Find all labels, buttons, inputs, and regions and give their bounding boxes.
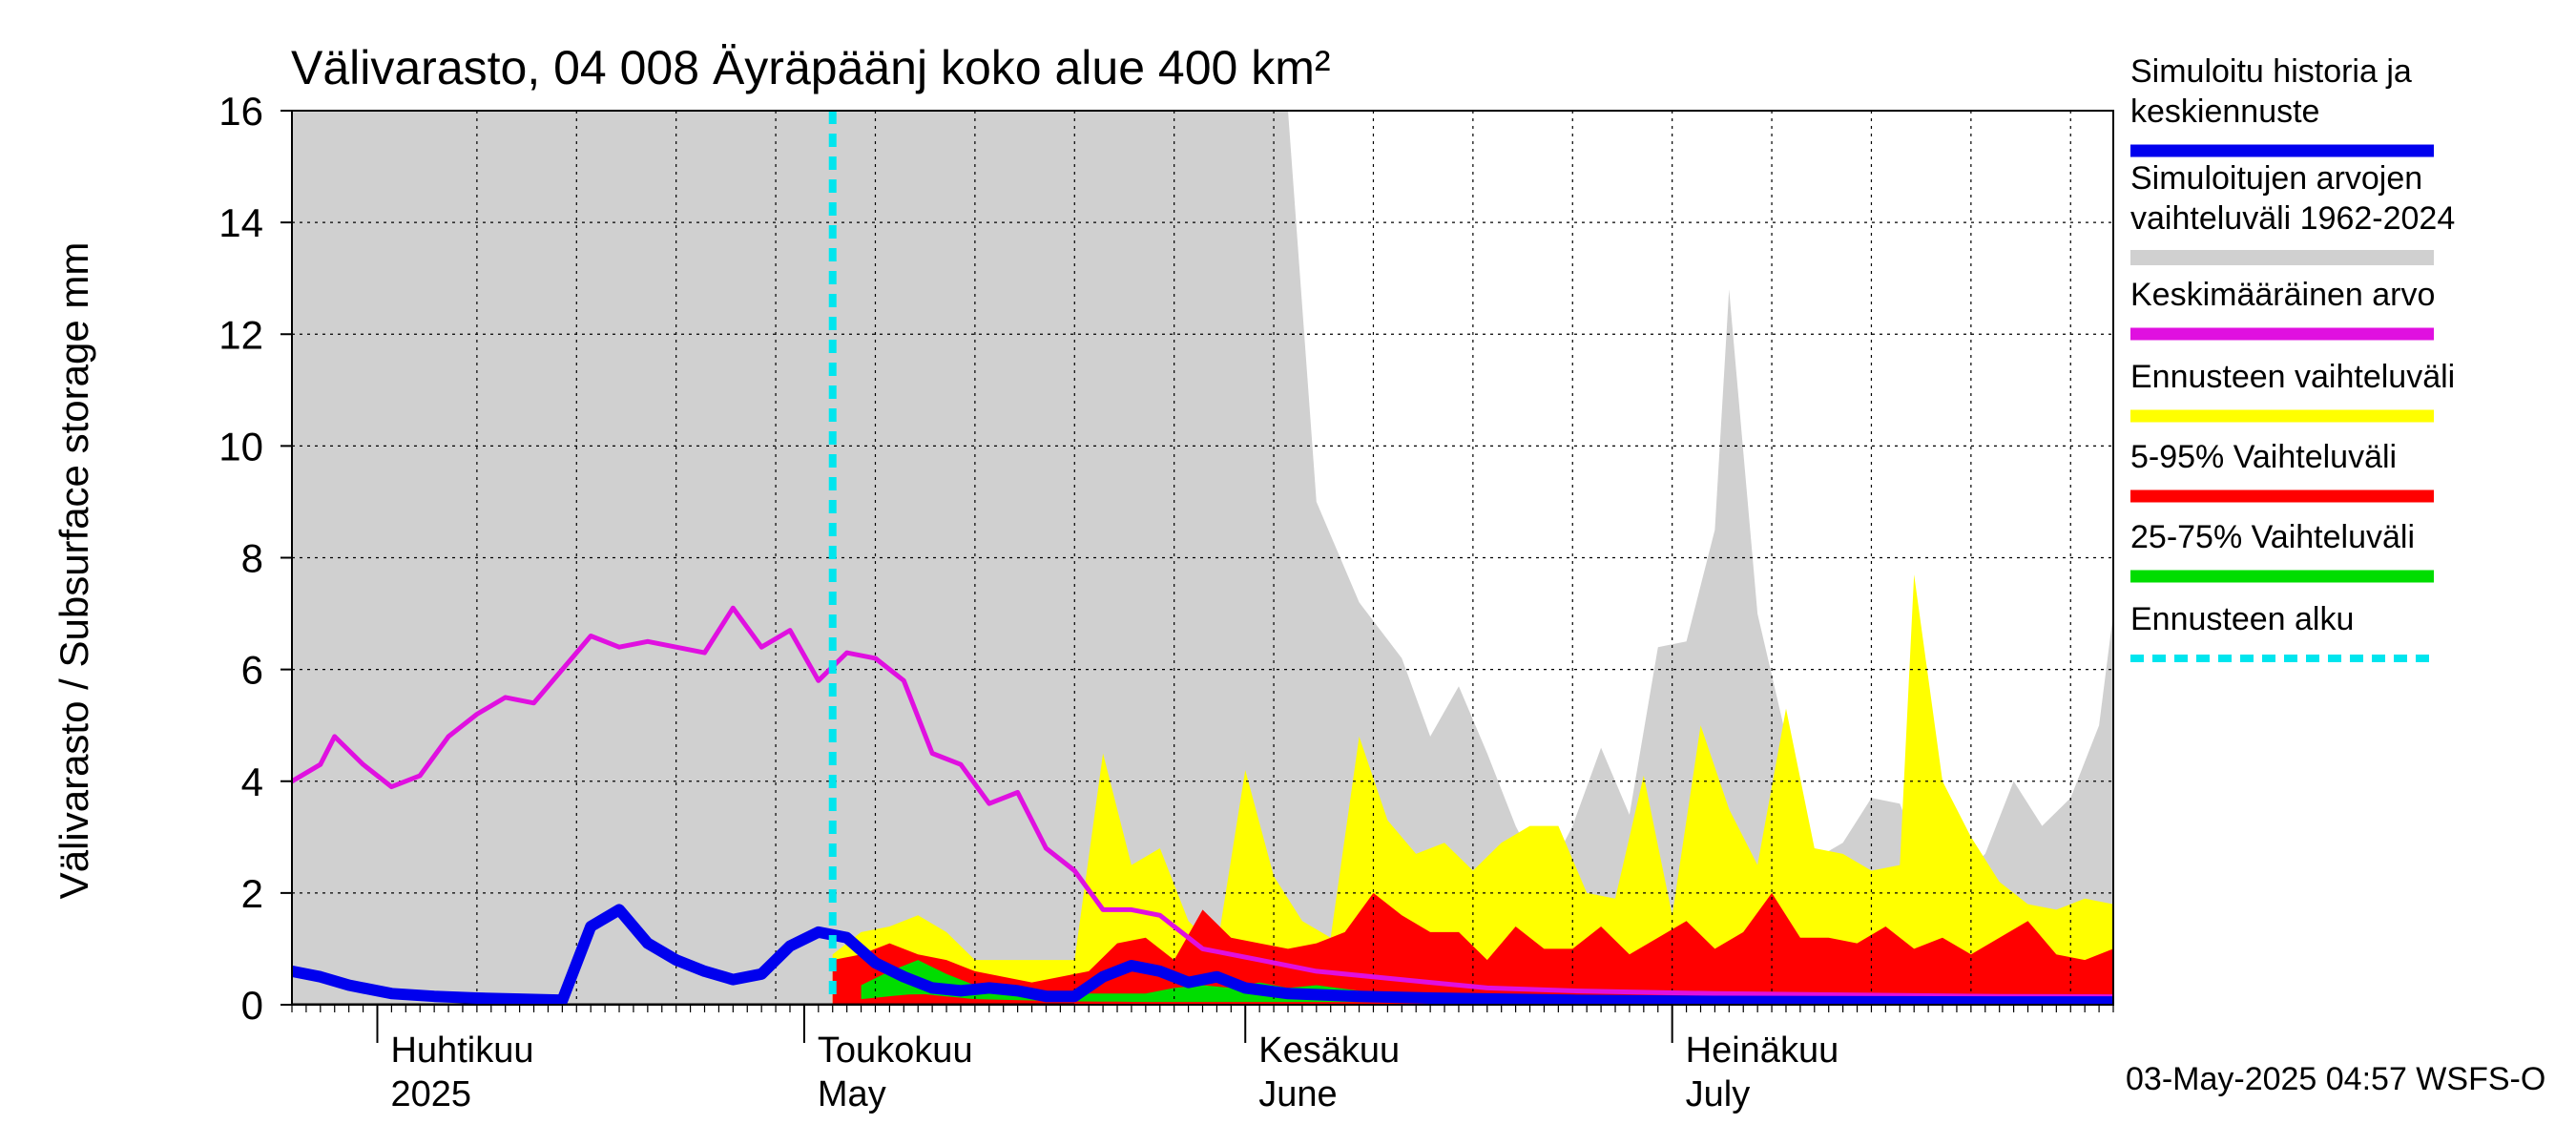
legend-entry-1: Simuloitu historia ja keskiennuste [2130,53,2434,157]
legend-entry-3: Keskimääräinen arvo [2130,277,2435,341]
footer-timestamp: 03-May-2025 04:57 WSFS-O [2126,1061,2545,1097]
legend-label: 5-95% Vaihteluväli [2130,439,2397,475]
y-tick-label: 8 [241,536,263,581]
x-month-label-en: June [1258,1074,1337,1114]
legend-entry-4: Ennusteen vaihteluväli [2130,359,2455,423]
mean-value-line [292,605,2113,1000]
x-month-label-en: May [818,1074,886,1114]
band-2 [832,574,2113,1005]
y-tick-label: 2 [241,871,263,916]
x-month-label: Toukokuu [818,1030,973,1071]
legend-label: 25-75% Vaihteluväli [2130,519,2415,555]
y-tick-label: 12 [218,312,263,357]
legend-label: Keskimääräinen arvo [2130,277,2435,313]
y-tick-label: 0 [241,983,263,1028]
legend-entry-5: 5-95% Vaihteluväli [2130,439,2434,503]
lines-layer [292,111,2113,1005]
band-4 [861,960,2113,1003]
legend-label: Ennusteen alku [2130,601,2354,637]
legend: Simuloitu historia jakeskiennusteSimuloi… [2130,53,2455,662]
x-month-label: Huhtikuu [390,1030,533,1071]
y-tick-label: 16 [218,89,263,134]
legend-entry-6: 25-75% Vaihteluväli [2130,519,2434,583]
chart-title: Välivarasto, 04 008 Äyräpäänj koko alue … [291,41,1331,94]
band-3 [832,892,2113,1005]
legend-label: Ennusteen vaihteluväli [2130,359,2455,395]
legend-label: Simuloitujen arvojen [2130,160,2422,197]
legend-label: vaihteluväli 1962-2024 [2130,200,2455,237]
y-tick-label: 4 [241,760,263,804]
y-tick-label: 14 [218,200,263,245]
x-month-label-en: 2025 [390,1074,471,1114]
x-month-label: Kesäkuu [1258,1030,1400,1071]
legend-label: keskiennuste [2130,94,2319,130]
median-forecast-line [292,904,2113,1005]
y-tick-label: 6 [241,648,263,693]
x-month-label: Heinäkuu [1686,1030,1839,1071]
y-tick-label: 10 [218,424,263,468]
x-month-label-en: July [1686,1074,1751,1114]
legend-label: Simuloitu historia ja [2130,53,2412,90]
y-axis-label: Välivarasto / Subsurface storage mm [52,242,96,900]
legend-entry-7: Ennusteen alku [2130,601,2434,662]
